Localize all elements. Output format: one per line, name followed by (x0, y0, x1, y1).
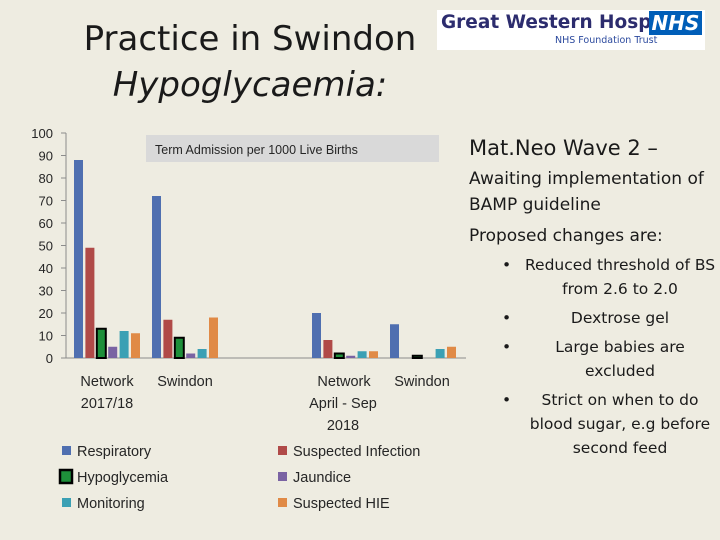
bar (186, 353, 196, 358)
chart-title: Term Admission per 1000 Live Births (155, 143, 358, 157)
proposed-changes-text: Proposed changes are: (469, 226, 663, 246)
bullet-item: • Reduced threshold of BS from 2.6 to 2.0 (502, 253, 717, 301)
bar (369, 351, 378, 358)
y-tick-label: 0 (46, 351, 53, 366)
y-tick-label: 70 (39, 194, 53, 209)
bar (346, 355, 356, 358)
category-label: Swindon (157, 374, 213, 390)
bullet-item: • Large babies are excluded (502, 335, 717, 383)
bar (411, 354, 423, 359)
bullet-marker: • (502, 256, 512, 274)
bullet-text: Dextrose gel (570, 309, 670, 327)
legend-label: Respiratory (77, 444, 152, 460)
legend-swatch (58, 468, 74, 485)
bullet-marker: • (502, 309, 512, 327)
title-line-1: Practice in Swindon (83, 19, 417, 59)
bar (95, 327, 107, 359)
category-label: Network (80, 374, 134, 390)
bar (74, 160, 83, 358)
category-label: Network (317, 374, 371, 390)
y-tick-label: 90 (39, 149, 53, 164)
nhs-badge: NHS (649, 11, 702, 35)
bullet-item: • Dextrose gel (502, 306, 717, 330)
bar (197, 349, 207, 358)
bullet-text: Large babies are excluded (555, 338, 685, 380)
logo-name: Great Western Hospitals (441, 12, 697, 33)
y-tick-label: 10 (39, 329, 53, 344)
legend-label: Suspected HIE (293, 496, 390, 512)
bar (333, 352, 345, 359)
y-tick-label: 50 (39, 239, 53, 254)
bar (173, 336, 185, 359)
y-tick-label: 60 (39, 216, 53, 231)
legend-label: Jaundice (293, 470, 351, 486)
legend-swatch (62, 446, 71, 455)
legend-swatch (278, 446, 287, 455)
bullet-item: • Strict on when to do blood sugar, e.g b… (502, 388, 717, 460)
bar (447, 346, 456, 358)
bar (209, 317, 218, 358)
legend-label: Suspected Infection (293, 444, 420, 460)
chart-title-box (146, 135, 439, 162)
bar (357, 351, 367, 358)
slide-title: Practice in Swindon Hypoglycaemia: (60, 16, 440, 108)
legend-swatch (278, 472, 287, 481)
bullet-marker: • (502, 338, 512, 356)
y-tick-label: 40 (39, 261, 53, 276)
legend-label: Hypoglycemia (77, 470, 169, 486)
bar (390, 324, 399, 358)
y-tick-label: 80 (39, 171, 53, 186)
legend-swatch (278, 498, 287, 507)
legend-label: Monitoring (77, 496, 145, 512)
y-tick-label: 30 (39, 284, 53, 299)
bar (312, 313, 321, 358)
category-label: Swindon (394, 374, 450, 390)
legend-swatch (62, 498, 71, 507)
title-line-2: Hypoglycaemia: (112, 65, 388, 105)
bar (435, 349, 445, 358)
y-tick-label: 20 (39, 306, 53, 321)
hospital-logo: Great Western Hospitals NHS NHS Foundati… (437, 10, 705, 50)
bullet-text: Reduced threshold of BS from 2.6 to 2.0 (524, 256, 716, 298)
bar (163, 319, 173, 358)
proposed-changes-list: • Reduced threshold of BS from 2.6 to 2.0… (502, 253, 717, 465)
bullet-marker: • (502, 391, 512, 409)
bullet-text: Strict on when to do blood sugar, e.g be… (529, 391, 711, 457)
awaiting-text: Awaiting implementation of BAMP guidelin… (469, 169, 704, 215)
y-tick-label: 100 (31, 126, 53, 141)
group-label: 2017/18 (81, 396, 133, 412)
bar (131, 333, 140, 358)
group-label: April - Sep (309, 396, 377, 412)
group-label: 2018 (327, 418, 359, 434)
bar (152, 196, 161, 358)
bar (119, 331, 129, 358)
bar (85, 247, 95, 358)
wave-heading: Mat.Neo Wave 2 – (469, 136, 658, 160)
logo-subtitle: NHS Foundation Trust (555, 35, 658, 46)
bar (108, 346, 118, 358)
bar (323, 340, 333, 358)
